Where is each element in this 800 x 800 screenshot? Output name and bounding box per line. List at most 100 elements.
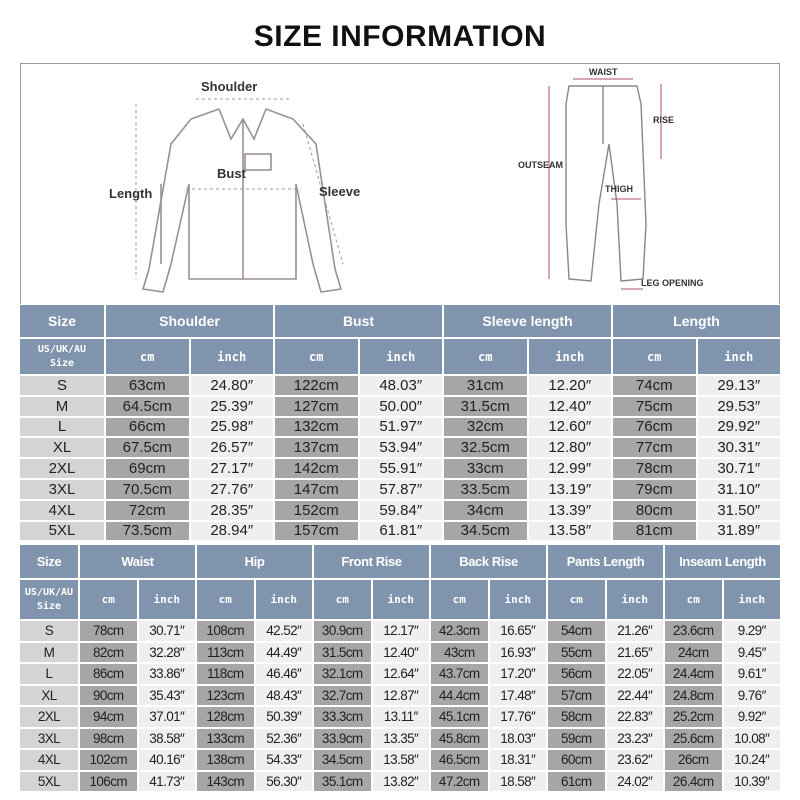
inch-unit-header: inch	[255, 580, 312, 619]
size-header: Size	[20, 545, 78, 578]
inch-cell: 50.00″	[359, 396, 442, 416]
group-header-row: Size Shoulder Bust Sleeve length Length	[20, 305, 780, 337]
inch-cell: 24.02″	[606, 771, 663, 791]
size-cell: M	[20, 396, 104, 416]
table-row: XL 67.5cm 26.57″ 137cm 53.94″ 32.5cm 12.80″ 77c…	[20, 438, 780, 458]
cm-cell: 32.1cm	[314, 664, 371, 684]
cm-cell: 133cm	[197, 728, 254, 748]
inch-cell: 9.45″	[723, 642, 780, 662]
cm-cell: 47.2cm	[431, 771, 488, 791]
cm-cell: 33.5cm	[444, 479, 527, 499]
inch-cell: 18.03″	[489, 728, 546, 748]
inch-cell: 29.53″	[697, 396, 780, 416]
table-row: 5XL 106cm 41.73″ 143cm 56.30″ 35.1cm 13.82″ 47.…	[20, 771, 780, 791]
inch-unit-header: inch	[606, 580, 663, 619]
inch-unit-header: inch	[372, 580, 429, 619]
size-cell: S	[20, 621, 78, 641]
inch-cell: 9.76″	[723, 685, 780, 705]
cm-cell: 55cm	[548, 642, 605, 662]
size-cell: 2XL	[20, 459, 104, 478]
cm-unit-header: cm	[444, 339, 527, 374]
pants-length-header: Pants Length	[548, 545, 663, 578]
cm-cell: 66cm	[106, 417, 189, 437]
cm-cell: 45.8cm	[431, 728, 488, 748]
inch-cell: 33.86″	[138, 664, 195, 684]
cm-cell: 77cm	[613, 438, 696, 458]
cm-cell: 78cm	[80, 621, 137, 641]
cm-cell: 69cm	[106, 459, 189, 478]
inch-unit-header: inch	[190, 339, 273, 374]
cm-cell: 23.6cm	[665, 621, 722, 641]
cm-cell: 81cm	[613, 521, 696, 541]
length-header: Length	[613, 305, 780, 337]
unit-header-row: US/UK/AU Size cm inch cm inch cm inch cm inch cm i…	[20, 580, 780, 619]
sleeve-length-header: Sleeve length	[444, 305, 611, 337]
inch-cell: 48.03″	[359, 376, 442, 395]
inch-cell: 56.30″	[255, 771, 312, 791]
cm-cell: 113cm	[197, 642, 254, 662]
cm-cell: 34.5cm	[314, 750, 371, 770]
inch-unit-header: inch	[489, 580, 546, 619]
inch-cell: 21.65″	[606, 642, 663, 662]
inch-cell: 38.58″	[138, 728, 195, 748]
cm-cell: 98cm	[80, 728, 137, 748]
table-row: 2XL 69cm 27.17″ 142cm 55.91″ 33cm 12.99″ 78cm 30…	[20, 459, 780, 478]
table-row: 2XL 94cm 37.01″ 128cm 50.39″ 33.3cm 13.11″ 45.1…	[20, 707, 780, 727]
cm-cell: 108cm	[197, 621, 254, 641]
region-label: US/UK/AU	[37, 343, 87, 355]
top-size-table: Size Shoulder Bust Sleeve length Length …	[18, 303, 782, 542]
cm-cell: 57cm	[548, 685, 605, 705]
waist-header: Waist	[80, 545, 195, 578]
inch-cell: 22.44″	[606, 685, 663, 705]
size-cell: M	[20, 642, 78, 662]
cm-cell: 54cm	[548, 621, 605, 641]
inch-cell: 13.35″	[372, 728, 429, 748]
inch-cell: 48.43″	[255, 685, 312, 705]
inch-cell: 12.80″	[528, 438, 611, 458]
inch-unit-header: inch	[723, 580, 780, 619]
cm-cell: 80cm	[613, 500, 696, 520]
cm-cell: 24cm	[665, 642, 722, 662]
cm-cell: 72cm	[106, 500, 189, 520]
shoulder-label: Shoulder	[201, 79, 258, 94]
inch-cell: 22.83″	[606, 707, 663, 727]
cm-cell: 106cm	[80, 771, 137, 791]
size-label: Size	[49, 357, 75, 369]
region-size-header: US/UK/AU Size	[20, 339, 104, 374]
shirt-and-pants-illustration	[135, 78, 662, 293]
rise-label: RISE	[653, 115, 675, 125]
cm-cell: 142cm	[275, 459, 358, 478]
inch-cell: 61.81″	[359, 521, 442, 541]
cm-cell: 123cm	[197, 685, 254, 705]
outseam-label: OUTSEAM	[518, 160, 563, 170]
cm-cell: 90cm	[80, 685, 137, 705]
size-header: Size	[20, 305, 104, 337]
thigh-label: THIGH	[605, 184, 633, 194]
size-cell: 3XL	[20, 479, 104, 499]
cm-unit-header: cm	[80, 580, 137, 619]
inch-cell: 23.23″	[606, 728, 663, 748]
inch-cell: 30.71″	[138, 621, 195, 641]
table-row: M 64.5cm 25.39″ 127cm 50.00″ 31.5cm 12.40″ 75cm…	[20, 396, 780, 416]
length-label: Length	[109, 186, 153, 201]
inch-cell: 29.92″	[697, 417, 780, 437]
cm-cell: 25.2cm	[665, 707, 722, 727]
cm-cell: 122cm	[275, 376, 358, 395]
table-row: S 78cm 30.71″ 108cm 42.52″ 30.9cm 12.17″ 42.3cm…	[20, 621, 780, 641]
cm-unit-header: cm	[314, 580, 371, 619]
page-title: SIZE INFORMATION	[253, 20, 547, 53]
cm-cell: 79cm	[613, 479, 696, 499]
bust-header: Bust	[275, 305, 442, 337]
cm-cell: 43.7cm	[431, 664, 488, 684]
size-cell: 5XL	[20, 521, 104, 541]
inch-cell: 10.24″	[723, 750, 780, 770]
inch-cell: 16.65″	[489, 621, 546, 641]
cm-cell: 86cm	[80, 664, 137, 684]
inch-cell: 12.64″	[372, 664, 429, 684]
inch-cell: 25.98″	[190, 417, 273, 437]
inch-cell: 27.17″	[190, 459, 273, 478]
cm-cell: 70.5cm	[106, 479, 189, 499]
back-rise-header: Back Rise	[431, 545, 546, 578]
inch-cell: 17.48″	[489, 685, 546, 705]
size-cell: XL	[20, 438, 104, 458]
